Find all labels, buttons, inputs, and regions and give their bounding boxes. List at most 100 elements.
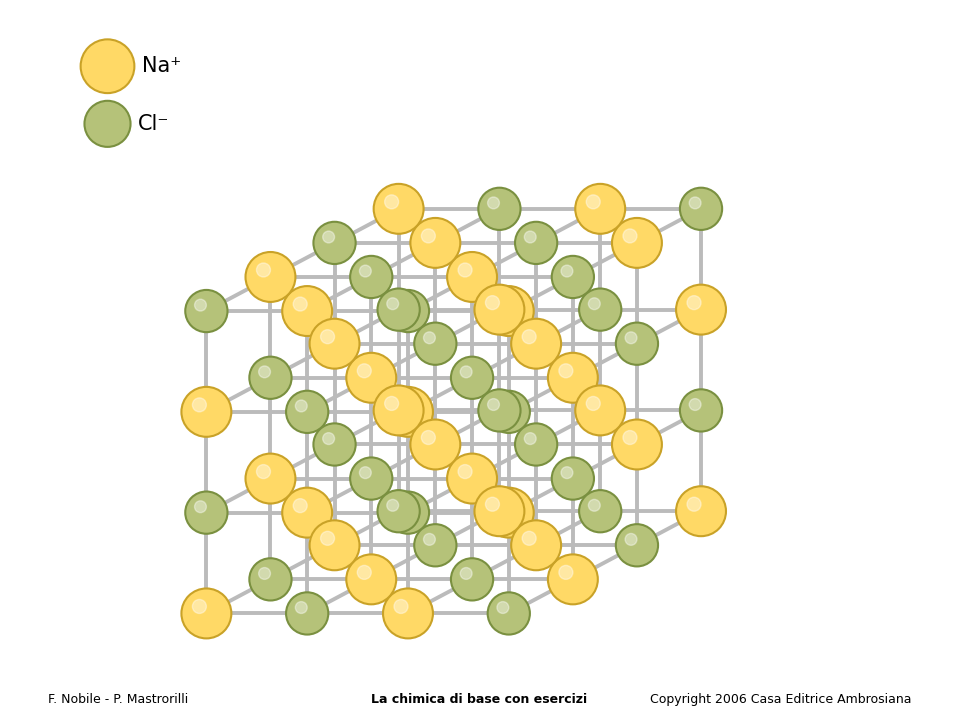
Circle shape (246, 252, 295, 302)
Circle shape (383, 588, 433, 638)
Circle shape (479, 389, 521, 431)
Text: F. Nobile - P. Mastrorilli: F. Nobile - P. Mastrorilli (48, 693, 188, 706)
Circle shape (181, 387, 231, 437)
Circle shape (579, 288, 621, 331)
Circle shape (487, 197, 500, 209)
Circle shape (193, 600, 206, 613)
Circle shape (451, 558, 493, 600)
Circle shape (193, 398, 206, 412)
Circle shape (690, 197, 701, 209)
Circle shape (484, 286, 534, 336)
Circle shape (185, 290, 227, 332)
Circle shape (386, 290, 429, 332)
Circle shape (282, 286, 332, 336)
Circle shape (589, 500, 600, 511)
Circle shape (548, 554, 597, 605)
Circle shape (511, 319, 561, 369)
Circle shape (314, 221, 356, 264)
Circle shape (497, 602, 509, 613)
Circle shape (511, 521, 561, 570)
Circle shape (386, 492, 429, 533)
Circle shape (295, 400, 307, 412)
Circle shape (360, 467, 371, 479)
Circle shape (414, 524, 456, 567)
Circle shape (487, 398, 500, 411)
Circle shape (460, 567, 472, 580)
Text: La chimica di base con esercizi: La chimica di base con esercizi (371, 693, 588, 706)
Circle shape (497, 400, 509, 412)
Circle shape (680, 389, 722, 431)
Circle shape (249, 558, 292, 600)
Circle shape (495, 499, 509, 513)
Circle shape (282, 487, 332, 538)
Circle shape (447, 252, 497, 302)
Circle shape (485, 296, 500, 310)
Circle shape (181, 588, 231, 638)
Circle shape (612, 218, 662, 268)
Circle shape (551, 256, 594, 298)
Circle shape (676, 285, 726, 334)
Circle shape (687, 296, 701, 310)
Circle shape (323, 231, 335, 243)
Circle shape (421, 229, 435, 243)
Circle shape (286, 592, 328, 635)
Circle shape (676, 486, 726, 536)
Circle shape (525, 433, 536, 444)
Circle shape (479, 188, 521, 230)
Circle shape (612, 419, 662, 470)
Circle shape (447, 454, 497, 503)
Circle shape (374, 184, 424, 234)
Circle shape (424, 533, 435, 545)
Circle shape (386, 500, 399, 511)
Circle shape (421, 431, 435, 444)
Circle shape (623, 431, 637, 444)
Circle shape (394, 398, 408, 412)
Circle shape (346, 353, 396, 403)
Circle shape (559, 565, 573, 580)
Circle shape (320, 531, 335, 545)
Circle shape (625, 533, 637, 545)
Circle shape (350, 457, 392, 500)
Circle shape (360, 265, 371, 277)
Circle shape (525, 231, 536, 243)
Circle shape (495, 297, 509, 311)
Circle shape (374, 385, 424, 436)
Circle shape (386, 298, 399, 310)
Circle shape (396, 299, 408, 311)
Circle shape (551, 457, 594, 500)
Circle shape (310, 521, 360, 570)
Circle shape (680, 188, 722, 230)
Circle shape (485, 498, 500, 511)
Text: Copyright 2006 Casa Editrice Ambrosiana: Copyright 2006 Casa Editrice Ambrosiana (649, 693, 911, 706)
Circle shape (256, 464, 270, 479)
Circle shape (625, 332, 637, 344)
Circle shape (690, 398, 701, 411)
Circle shape (259, 366, 270, 377)
Circle shape (410, 218, 460, 268)
Circle shape (378, 288, 420, 331)
Circle shape (451, 357, 493, 399)
Circle shape (522, 330, 536, 344)
Circle shape (293, 297, 307, 311)
Circle shape (346, 554, 396, 605)
Circle shape (559, 364, 573, 377)
Circle shape (385, 396, 399, 411)
Circle shape (394, 600, 408, 613)
Circle shape (195, 501, 206, 513)
Circle shape (579, 490, 621, 532)
Circle shape (358, 565, 371, 580)
Circle shape (475, 486, 525, 536)
Circle shape (383, 387, 433, 437)
Circle shape (246, 454, 295, 503)
Circle shape (259, 567, 270, 580)
Circle shape (515, 423, 557, 466)
Circle shape (475, 285, 525, 334)
Circle shape (458, 464, 472, 479)
Circle shape (561, 467, 573, 479)
Circle shape (458, 263, 472, 277)
Circle shape (522, 531, 536, 545)
Circle shape (378, 490, 420, 532)
Circle shape (314, 423, 356, 466)
Circle shape (81, 40, 134, 93)
Circle shape (323, 433, 335, 444)
